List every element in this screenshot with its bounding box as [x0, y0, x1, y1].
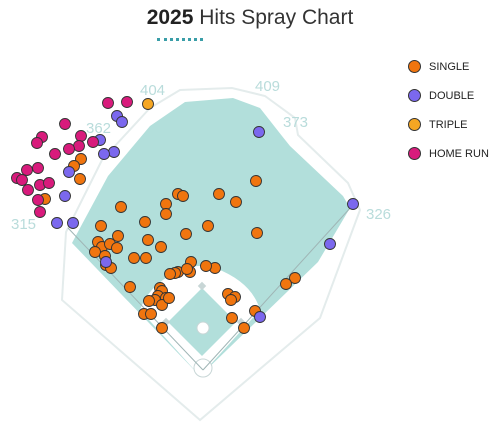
triple-marker-0[interactable] [142, 98, 154, 110]
second-base [197, 281, 207, 291]
home-run-marker-9[interactable] [49, 148, 61, 160]
fence-label-lf-gap: 362 [86, 120, 111, 137]
home-run-marker-10[interactable] [21, 164, 33, 176]
single-marker-9[interactable] [160, 208, 172, 220]
home-run-marker-6[interactable] [87, 136, 99, 148]
single-marker-22[interactable] [89, 246, 101, 258]
single-marker-55[interactable] [226, 312, 238, 324]
double-marker-8[interactable] [67, 217, 79, 229]
double-marker-3[interactable] [108, 146, 120, 158]
home-run-marker-2[interactable] [59, 118, 71, 130]
single-marker-11[interactable] [115, 201, 127, 213]
title-year: 2025 [146, 6, 194, 29]
pitchers-mound [196, 321, 210, 335]
right-foul-line [202, 205, 353, 371]
home-run-marker-17[interactable] [32, 194, 44, 206]
single-marker-37[interactable] [289, 272, 301, 284]
legend-item-triple[interactable]: TRIPLE [408, 110, 489, 139]
legend-item-double[interactable]: DOUBLE [408, 81, 489, 110]
home-run-marker-4[interactable] [31, 137, 43, 149]
double-marker-11[interactable] [324, 238, 336, 250]
single-marker-14[interactable] [180, 228, 192, 240]
double-marker-9[interactable] [253, 126, 265, 138]
fence-label-lf-line: 315 [11, 216, 36, 233]
single-marker-8[interactable] [160, 198, 172, 210]
single-marker-26[interactable] [128, 252, 140, 264]
double-marker-10[interactable] [347, 198, 359, 210]
double-marker-1[interactable] [116, 116, 128, 128]
single-marker-12[interactable] [95, 220, 107, 232]
title-underline [157, 38, 203, 41]
home-run-marker-5[interactable] [75, 130, 87, 142]
single-swatch [408, 60, 421, 73]
triple-swatch [408, 118, 421, 131]
single-marker-17[interactable] [112, 230, 124, 242]
single-marker-25[interactable] [140, 252, 152, 264]
home-run-swatch [408, 147, 421, 160]
home-run-marker-1[interactable] [121, 96, 133, 108]
single-marker-34[interactable] [164, 268, 176, 280]
legend-label-triple: TRIPLE [429, 118, 468, 131]
single-marker-0[interactable] [75, 153, 87, 165]
single-marker-31[interactable] [200, 260, 212, 272]
home-run-marker-16[interactable] [22, 184, 34, 196]
single-marker-36[interactable] [181, 263, 193, 275]
hit-markers [11, 96, 359, 334]
double-marker-6[interactable] [59, 190, 71, 202]
single-marker-16[interactable] [142, 234, 154, 246]
legend-label-single: SINGLE [429, 60, 470, 73]
home-run-marker-8[interactable] [63, 143, 75, 155]
home-run-marker-15[interactable] [43, 177, 55, 189]
single-marker-46[interactable] [156, 299, 168, 311]
fence-label-rf-line: 326 [366, 206, 391, 223]
single-marker-47[interactable] [163, 292, 175, 304]
single-marker-2[interactable] [74, 173, 86, 185]
single-marker-21[interactable] [111, 242, 123, 254]
double-marker-5[interactable] [63, 166, 75, 178]
fence-label-rf-gap: 373 [283, 114, 308, 131]
double-swatch [408, 89, 421, 102]
legend-item-home-run[interactable]: HOME RUN [408, 139, 489, 168]
double-marker-13[interactable] [254, 311, 266, 323]
legend-label-double: DOUBLE [429, 89, 475, 102]
home-run-marker-13[interactable] [16, 174, 28, 186]
fence-label-cf-right: 409 [255, 78, 280, 95]
home-run-marker-11[interactable] [32, 162, 44, 174]
title-text: Hits Spray Chart [199, 6, 354, 29]
single-marker-15[interactable] [251, 227, 263, 239]
chart-title: 2025 Hits Spray Chart [0, 6, 500, 30]
single-marker-24[interactable] [155, 241, 167, 253]
single-marker-52[interactable] [145, 308, 157, 320]
double-marker-4[interactable] [98, 148, 110, 160]
single-marker-54[interactable] [238, 322, 250, 334]
single-marker-44[interactable] [143, 295, 155, 307]
double-marker-12[interactable] [100, 256, 112, 268]
home-run-marker-7[interactable] [73, 140, 85, 152]
single-marker-5[interactable] [213, 188, 225, 200]
single-marker-50[interactable] [225, 294, 237, 306]
single-marker-56[interactable] [156, 322, 168, 334]
single-marker-6[interactable] [250, 175, 262, 187]
legend: SINGLE DOUBLE TRIPLE HOME RUN [408, 52, 489, 168]
single-marker-4[interactable] [177, 190, 189, 202]
single-marker-13[interactable] [202, 220, 214, 232]
fence-label-cf-left: 404 [140, 82, 165, 99]
home-run-marker-18[interactable] [34, 206, 46, 218]
single-marker-39[interactable] [124, 281, 136, 293]
single-marker-7[interactable] [230, 196, 242, 208]
home-plate-circle [193, 358, 213, 378]
double-marker-7[interactable] [51, 217, 63, 229]
home-run-marker-0[interactable] [102, 97, 114, 109]
single-marker-10[interactable] [139, 216, 151, 228]
legend-item-single[interactable]: SINGLE [408, 52, 489, 81]
legend-label-home-run: HOME RUN [429, 147, 489, 160]
single-marker-38[interactable] [280, 278, 292, 290]
